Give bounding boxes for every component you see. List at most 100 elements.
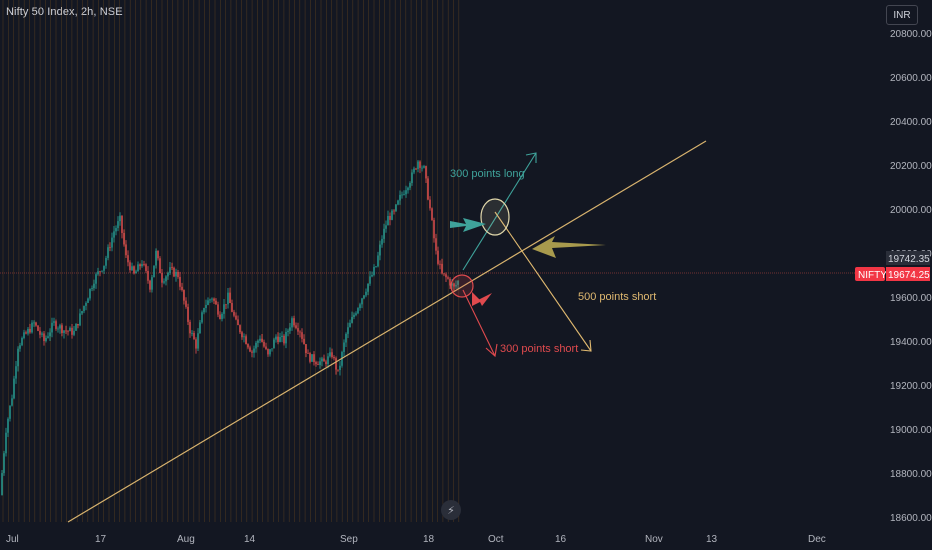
candle-body <box>197 333 199 349</box>
candle-body <box>139 264 141 267</box>
candle-body <box>25 332 27 334</box>
currency-button[interactable]: INR <box>886 5 918 25</box>
candle-body <box>37 325 39 331</box>
candle-body <box>81 311 83 314</box>
candle-body <box>87 298 89 303</box>
candle-body <box>433 219 435 239</box>
candle-body <box>143 264 145 265</box>
candle-body <box>205 304 207 309</box>
candle-body <box>7 418 9 433</box>
candle-body <box>397 200 399 205</box>
candle-body <box>119 215 121 222</box>
candle-body <box>229 292 231 303</box>
candle-body <box>359 304 361 309</box>
time-tick-label: 13 <box>706 534 718 545</box>
price-tick-label: 20400.00 <box>890 117 932 128</box>
candle-body <box>161 273 163 283</box>
candle-body <box>157 250 159 259</box>
candle-body <box>267 348 269 355</box>
candle-body <box>55 321 57 329</box>
candle-body <box>307 353 309 354</box>
candle-body <box>123 232 125 245</box>
candle-body <box>147 270 149 281</box>
candle-body <box>109 247 111 249</box>
red-pointer-arrow <box>472 292 492 306</box>
big-short-arrow-head <box>580 339 592 352</box>
candle-body <box>285 331 287 344</box>
candle-body <box>311 354 313 362</box>
candle-body <box>1 473 3 495</box>
candle-body <box>379 244 381 256</box>
current-price-label: 19674.25 <box>888 270 930 281</box>
candle-body <box>453 283 455 287</box>
candle-body <box>371 274 373 277</box>
candle-body <box>253 348 255 353</box>
candle-body <box>445 274 447 278</box>
candle-body <box>43 333 45 342</box>
chart-title: Nifty 50 Index, 2h, NSE <box>6 6 123 18</box>
candle-body <box>65 330 67 332</box>
candle-body <box>9 405 11 419</box>
candle-body <box>27 328 29 334</box>
candle-body <box>107 247 109 258</box>
candle-body <box>61 325 63 334</box>
candle-body <box>167 272 169 277</box>
cream-ellipse-marker <box>480 198 510 236</box>
candle-body <box>191 332 193 334</box>
candle-body <box>407 187 409 191</box>
candle-body <box>31 322 33 333</box>
candle-body <box>427 178 429 200</box>
candle-body <box>333 357 335 359</box>
candle-body <box>83 305 85 312</box>
candle-body <box>203 308 205 313</box>
candle-body <box>11 398 13 406</box>
candle-body <box>363 295 365 299</box>
price-tick-label: 20000.00 <box>890 205 932 216</box>
candle-body <box>137 264 139 272</box>
price-tick-label: 18600.00 <box>890 513 932 524</box>
lightning-icon[interactable]: ⚡ <box>441 500 461 520</box>
candle-body <box>225 304 227 306</box>
candle-body <box>265 346 267 349</box>
candle-body <box>3 453 5 474</box>
candle-body <box>111 237 113 248</box>
candle-body <box>339 365 341 371</box>
price-tick-label: 20800.00 <box>890 29 932 40</box>
candle-body <box>69 327 71 332</box>
candle-body <box>115 228 117 232</box>
candle-body <box>145 264 147 271</box>
candle-body <box>53 321 55 323</box>
candle-body <box>209 299 211 301</box>
candle-body <box>399 194 401 201</box>
candle-body <box>271 348 273 350</box>
candle-body <box>431 208 433 220</box>
time-tick-label: Sep <box>340 534 358 545</box>
candle-body <box>415 168 417 170</box>
candle-body <box>327 356 329 365</box>
candle-body <box>247 344 249 348</box>
candle-body <box>335 358 337 370</box>
candle-body <box>77 324 79 326</box>
candle-body <box>369 276 371 284</box>
candle-body <box>305 344 307 354</box>
candle-body <box>447 277 449 279</box>
short-arrow-head <box>485 343 498 358</box>
candle-body <box>309 353 311 362</box>
short-arrow <box>462 289 496 357</box>
candle-body <box>127 255 129 263</box>
time-tick-label: Dec <box>808 534 826 545</box>
candle-body <box>373 266 375 275</box>
candle-body <box>35 322 37 326</box>
candle-body <box>17 348 19 367</box>
candle-body <box>425 166 427 179</box>
candle-body <box>437 250 439 264</box>
candle-body <box>19 345 21 349</box>
candle-body <box>71 327 73 335</box>
candle-body <box>89 288 91 299</box>
candle-body <box>51 322 53 333</box>
candle-body <box>435 238 437 251</box>
candle-body <box>159 258 161 274</box>
candle-body <box>103 265 105 271</box>
session-gridlines <box>2 0 460 522</box>
